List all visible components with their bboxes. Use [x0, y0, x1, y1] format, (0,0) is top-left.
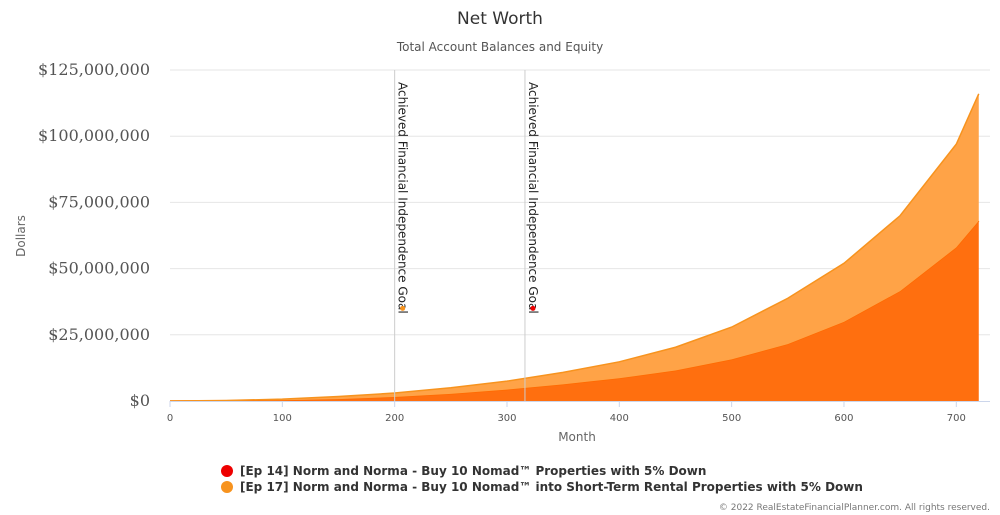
plot-lines: Achieved Financial Independence Goal Achi…: [394, 70, 540, 401]
y-axis-ticks: $0 $25,000,000 $50,000,000 $75,000,000 $100,…: [38, 60, 150, 410]
legend-item-2[interactable]: [Ep 17] Norm and Norma - Buy 10 Nomad™ i…: [221, 480, 863, 494]
chart-title: Net Worth: [457, 9, 543, 29]
series-line-2: [169, 93, 980, 402]
x-tick-label: 600: [834, 413, 853, 424]
credits: © 2022 RealEstateFinancialPlanner.com. A…: [719, 503, 990, 513]
x-tick-label: 100: [273, 413, 292, 424]
y-tick-label: $0: [130, 391, 150, 410]
x-tick-label: 400: [610, 413, 629, 424]
legend-label: [Ep 14] Norm and Norma - Buy 10 Nomad™ P…: [240, 464, 706, 478]
plot-line-marker-1: [400, 305, 406, 311]
chart-subtitle: Total Account Balances and Equity: [396, 40, 603, 54]
plot-line-marker-2: [530, 305, 536, 311]
y-tick-label: $25,000,000: [48, 325, 150, 344]
series-line-1: [169, 220, 980, 402]
y-tick-label: $50,000,000: [48, 259, 150, 278]
x-axis-label: Month: [558, 430, 596, 444]
legend-item-1[interactable]: [Ep 14] Norm and Norma - Buy 10 Nomad™ P…: [221, 464, 706, 478]
legend-label: [Ep 17] Norm and Norma - Buy 10 Nomad™ i…: [240, 480, 863, 494]
x-tick-label: 700: [947, 413, 966, 424]
x-tick-label: 300: [497, 413, 516, 424]
x-axis-ticks: 0 100 200 300 400 500 600 700: [167, 401, 966, 424]
series-areas: [169, 93, 980, 402]
legend-marker: [221, 465, 233, 477]
y-tick-label: $100,000,000: [38, 126, 150, 145]
x-tick-label: 200: [385, 413, 404, 424]
series-area-2: [170, 93, 979, 401]
y-axis-label: Dollars: [14, 215, 28, 257]
y-tick-label: $75,000,000: [48, 192, 150, 211]
x-tick-label: 0: [167, 413, 173, 424]
legend: [Ep 14] Norm and Norma - Buy 10 Nomad™ P…: [221, 464, 863, 494]
plot-line-label-1: Achieved Financial Independence Goal: [396, 82, 410, 314]
legend-marker: [221, 481, 233, 493]
series-area-1: [170, 220, 979, 401]
x-tick-label: 500: [722, 413, 741, 424]
plot-line-label-2: Achieved Financial Independence Goal: [526, 82, 540, 314]
y-tick-label: $125,000,000: [38, 60, 150, 79]
